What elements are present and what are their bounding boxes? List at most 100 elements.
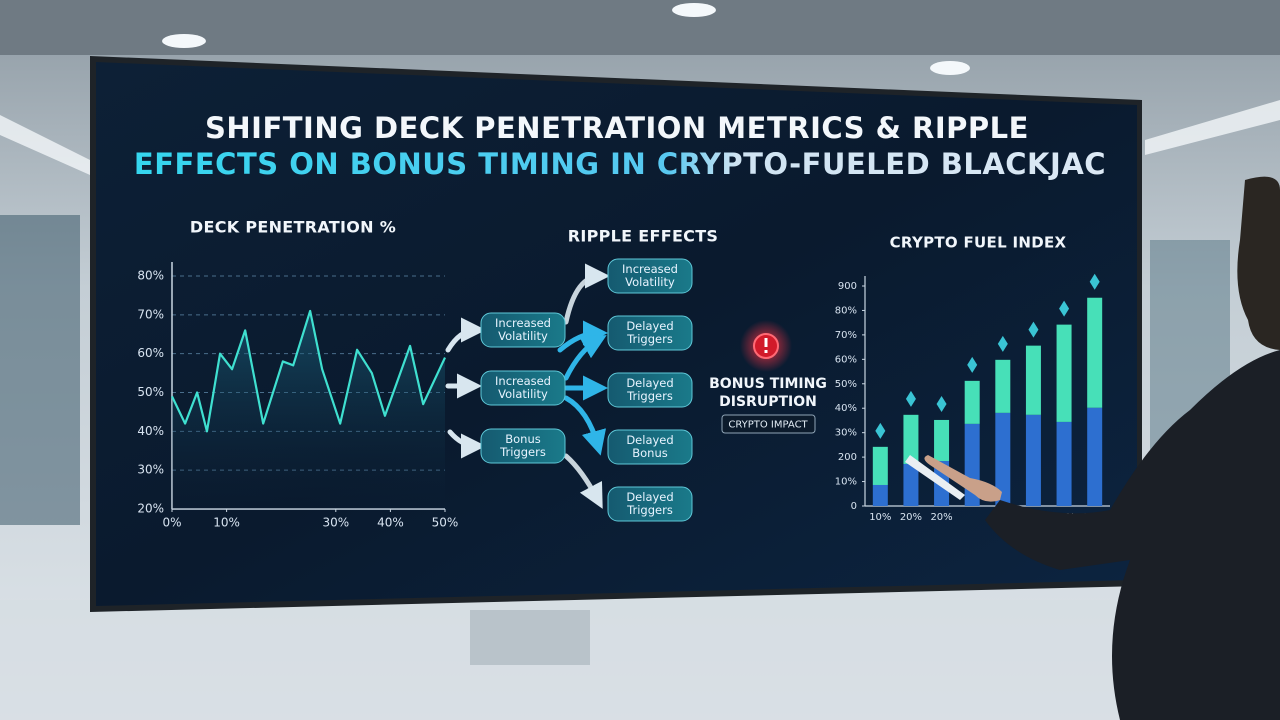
disruption-label: BONUS TIMING — [709, 376, 827, 392]
line-chart: 20% 30% 40% 50% 60% 70% 80% 0% 10% 30% 40% 50% — [137, 262, 458, 530]
bar-segment — [903, 414, 919, 464]
node-label: Delayed — [626, 490, 673, 504]
crypto-icon — [905, 390, 916, 407]
ceiling-light — [672, 3, 716, 17]
node-label: Bonus — [632, 446, 668, 460]
tag-label: CRYPTO IMPACT — [728, 420, 808, 431]
y-tick-label: 10% — [835, 477, 857, 488]
crypto-icon — [936, 395, 947, 412]
bar-segment — [1025, 414, 1041, 506]
node-label: Triggers — [626, 503, 673, 517]
bar-segment — [964, 380, 980, 424]
node-box — [607, 258, 693, 294]
title-line: EFFECTS ON BONUS TIMING IN CRYPTO-FUELED… — [134, 147, 1106, 181]
x-tick-label: 10% — [869, 512, 891, 523]
bar-segment — [1056, 324, 1072, 422]
y-tick-label: 0 — [851, 501, 857, 512]
alert-mark — [764, 350, 768, 353]
y-tick-label: 30% — [137, 463, 164, 477]
bar-segment — [1025, 345, 1041, 415]
desk — [470, 610, 590, 665]
bar-segment — [1087, 297, 1103, 408]
arrow — [447, 429, 486, 459]
node-label: Increased — [495, 374, 551, 388]
arrow — [563, 453, 603, 509]
node-box — [607, 315, 693, 351]
x-tick-label: 20% — [930, 512, 952, 523]
y-tick-label: 40% — [137, 424, 164, 438]
node-box — [480, 370, 566, 406]
head — [1237, 176, 1280, 350]
y-tick-label: 30% — [835, 428, 857, 439]
alert-mark — [764, 338, 768, 347]
crypto-icon — [967, 356, 978, 373]
ripple-title: RIPPLE EFFECTS — [568, 227, 719, 246]
node-label: Volatility — [498, 387, 548, 401]
node-label: Bonus — [505, 432, 541, 446]
light-strip — [1145, 100, 1280, 155]
bar-segment — [934, 419, 950, 462]
hand — [924, 455, 1002, 502]
x-tick-label: 10% — [213, 516, 240, 530]
crypto-icon — [997, 335, 1008, 352]
y-tick-label: 60% — [137, 346, 164, 360]
bar-segment — [1087, 407, 1103, 506]
node-label: Delayed — [626, 376, 673, 390]
node-label: Triggers — [626, 332, 673, 346]
y-tick-label: 60% — [835, 354, 857, 365]
node-label: Delayed — [626, 433, 673, 447]
crypto-icon — [875, 422, 886, 439]
floor — [0, 600, 1280, 720]
crypto-icon — [1089, 273, 1100, 290]
node-box — [607, 372, 693, 408]
ceiling-light — [162, 34, 206, 48]
y-tick-label: 70% — [137, 307, 164, 321]
body — [985, 350, 1280, 720]
node-label: Triggers — [626, 389, 673, 403]
bar-segment — [903, 463, 919, 506]
arrow — [563, 395, 607, 456]
bar-segment — [995, 359, 1011, 413]
y-tick-label: 50% — [835, 379, 857, 390]
y-tick-label: 50% — [137, 385, 164, 399]
crypto-icon — [1059, 300, 1070, 317]
x-tick-label: 50% — [432, 516, 459, 530]
chart-title: DECK PENETRATION % — [190, 218, 396, 237]
arrow — [563, 263, 610, 325]
arrow — [445, 317, 486, 353]
tag-box — [721, 414, 816, 434]
node-box — [480, 312, 566, 348]
bar-segment — [1056, 421, 1072, 506]
node-label: Volatility — [625, 275, 675, 289]
y-tick-label: 40% — [835, 403, 857, 414]
y-tick-label: 20% — [137, 502, 164, 516]
ripple-diagram: IncreasedVolatilityIncreasedVolatilityBo… — [480, 258, 693, 522]
x-tick-label: 40% — [377, 516, 404, 530]
ceiling-light — [930, 61, 970, 75]
y-tick-label: 200 — [838, 452, 857, 463]
node-label: Increased — [622, 262, 678, 276]
y-tick-label: 900 — [838, 281, 857, 292]
presenter — [905, 176, 1280, 720]
arrow — [563, 335, 607, 381]
ripple-arrows — [445, 263, 610, 509]
ceiling — [0, 0, 1280, 55]
disruption-label: DISRUPTION — [719, 394, 817, 410]
chart-title: CRYPTO FUEL INDEX — [890, 234, 1067, 252]
y-tick-label: 80% — [835, 305, 857, 316]
y-tick-label: 80% — [137, 269, 164, 283]
node-box — [480, 428, 566, 464]
x-tick-label: 30% — [322, 516, 349, 530]
bar-segment — [995, 412, 1011, 506]
line — [171, 309, 446, 433]
node-box — [607, 429, 693, 465]
node-label: Triggers — [499, 445, 546, 459]
bar-segment — [872, 446, 888, 485]
crypto-icon — [1028, 321, 1039, 338]
node-box — [607, 486, 693, 522]
y-tick-label: 70% — [835, 330, 857, 341]
tablet — [905, 455, 965, 500]
x-tick-label: 20% — [900, 512, 922, 523]
node-label: Increased — [495, 316, 551, 330]
